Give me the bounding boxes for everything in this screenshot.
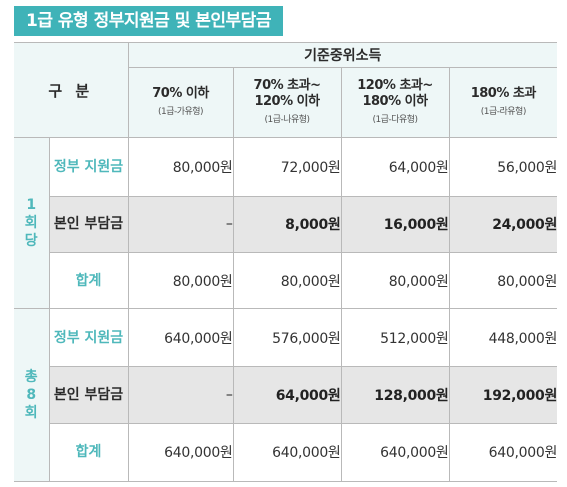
page-title: 1급 유형 정부지원금 및 본인부담금 xyxy=(14,6,283,36)
tier-label: 120% 초과~ 180% 이하 xyxy=(357,77,433,109)
row-label-gov-support: 정부 지원금 xyxy=(48,137,129,197)
tier-header: 120% 초과~ 180% 이하 (1급-다유형) xyxy=(340,67,450,139)
tier-label: 70% 이하 xyxy=(152,85,209,101)
value-cell: 80,000원 xyxy=(127,137,234,197)
value-cell: 80,000원 xyxy=(127,251,234,310)
value-cell: 512,000원 xyxy=(340,308,450,368)
tier-sub: (1급-다유형) xyxy=(372,114,418,125)
value-cell: 24,000원 xyxy=(448,195,558,253)
fee-table: 구 분 기준중위소득 70% 이하 (1급-가유형) 70% 초과~ 120% … xyxy=(14,41,558,483)
tier-header: 180% 초과 (1급-라유형) xyxy=(448,67,558,139)
row-label-self-pay: 본인 부담금 xyxy=(49,366,129,424)
row-label-gov-support: 정부 지원금 xyxy=(48,308,129,368)
value-cell: 640,000원 xyxy=(448,422,558,483)
value-cell: 640,000원 xyxy=(340,422,450,483)
tier-header: 70% 이하 (1급-가유형) xyxy=(128,67,234,139)
value-cell: 640,000원 xyxy=(127,422,234,483)
value-cell: 72,000원 xyxy=(232,137,342,197)
value-cell: 64,000원 xyxy=(340,137,450,197)
value-cell: 576,000원 xyxy=(232,308,342,368)
value-cell: 16,000원 xyxy=(340,195,450,253)
value-cell: 80,000원 xyxy=(232,251,342,310)
value-cell: 8,000원 xyxy=(232,195,342,253)
row-label-total: 합계 xyxy=(49,422,129,483)
tier-sub: (1급-가유형) xyxy=(157,106,204,117)
tier-header: 70% 초과~ 120% 이하 (1급-나유형) xyxy=(232,67,342,139)
tier-sub: (1급-라유형) xyxy=(480,106,527,117)
row-label-total: 합계 xyxy=(49,251,129,310)
group-label-total-8: 총 8 회 xyxy=(14,308,50,482)
value-cell: 80,000원 xyxy=(340,251,450,310)
value-cell: 640,000원 xyxy=(232,422,342,483)
tier-label: 70% 초과~ 120% 이하 xyxy=(253,77,321,109)
value-cell: 80,000원 xyxy=(448,251,558,310)
income-group-header: 기준중위소득 xyxy=(127,41,558,69)
value-cell: – xyxy=(127,366,234,424)
category-header: 구 분 xyxy=(14,41,129,139)
value-cell: 640,000원 xyxy=(127,308,234,368)
tier-sub: (1급-나유형) xyxy=(264,114,310,125)
tier-label: 180% 초과 xyxy=(470,85,537,101)
group-label-per-session: 1 회 당 xyxy=(14,137,50,310)
value-cell: – xyxy=(127,195,234,253)
value-cell: 56,000원 xyxy=(448,137,558,197)
value-cell: 448,000원 xyxy=(448,308,558,368)
value-cell: 64,000원 xyxy=(232,366,342,424)
row-label-self-pay: 본인 부담금 xyxy=(49,195,129,253)
value-cell: 128,000원 xyxy=(340,366,450,424)
value-cell: 192,000원 xyxy=(448,366,558,424)
